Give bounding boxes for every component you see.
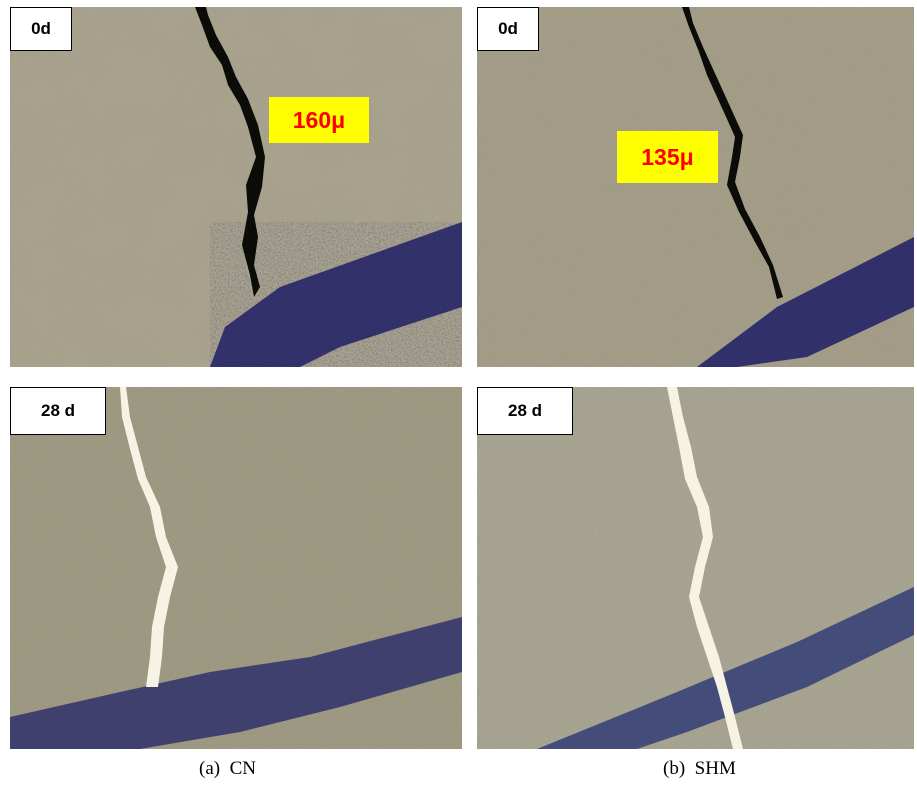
micrograph-cn-28d-image — [10, 387, 462, 749]
micrograph-shm-28d: 28 d — [477, 387, 914, 749]
crack — [195, 7, 265, 297]
micrograph-shm-0d-image — [477, 7, 914, 367]
micrograph-cn-0d: 0d 160μ — [10, 7, 462, 367]
age-tag: 28 d — [477, 387, 573, 435]
caption-cn: (a) CN — [199, 758, 256, 779]
crack-width-label: 135μ — [617, 131, 718, 183]
crack — [682, 7, 783, 299]
healed-crack — [667, 387, 743, 749]
crack-width-label: 160μ — [269, 97, 369, 143]
caption-shm: (b) SHM — [663, 758, 736, 779]
ink-band — [10, 617, 462, 749]
healed-crack — [120, 387, 178, 687]
micrograph-cn-0d-image — [10, 7, 462, 367]
ink-band — [697, 237, 914, 367]
age-tag: 0d — [10, 7, 72, 51]
age-tag: 28 d — [10, 387, 106, 435]
micrograph-shm-0d: 0d 135μ — [477, 7, 914, 367]
micrograph-shm-28d-image — [477, 387, 914, 749]
age-tag: 0d — [477, 7, 539, 51]
micrograph-cn-28d: 28 d — [10, 387, 462, 749]
